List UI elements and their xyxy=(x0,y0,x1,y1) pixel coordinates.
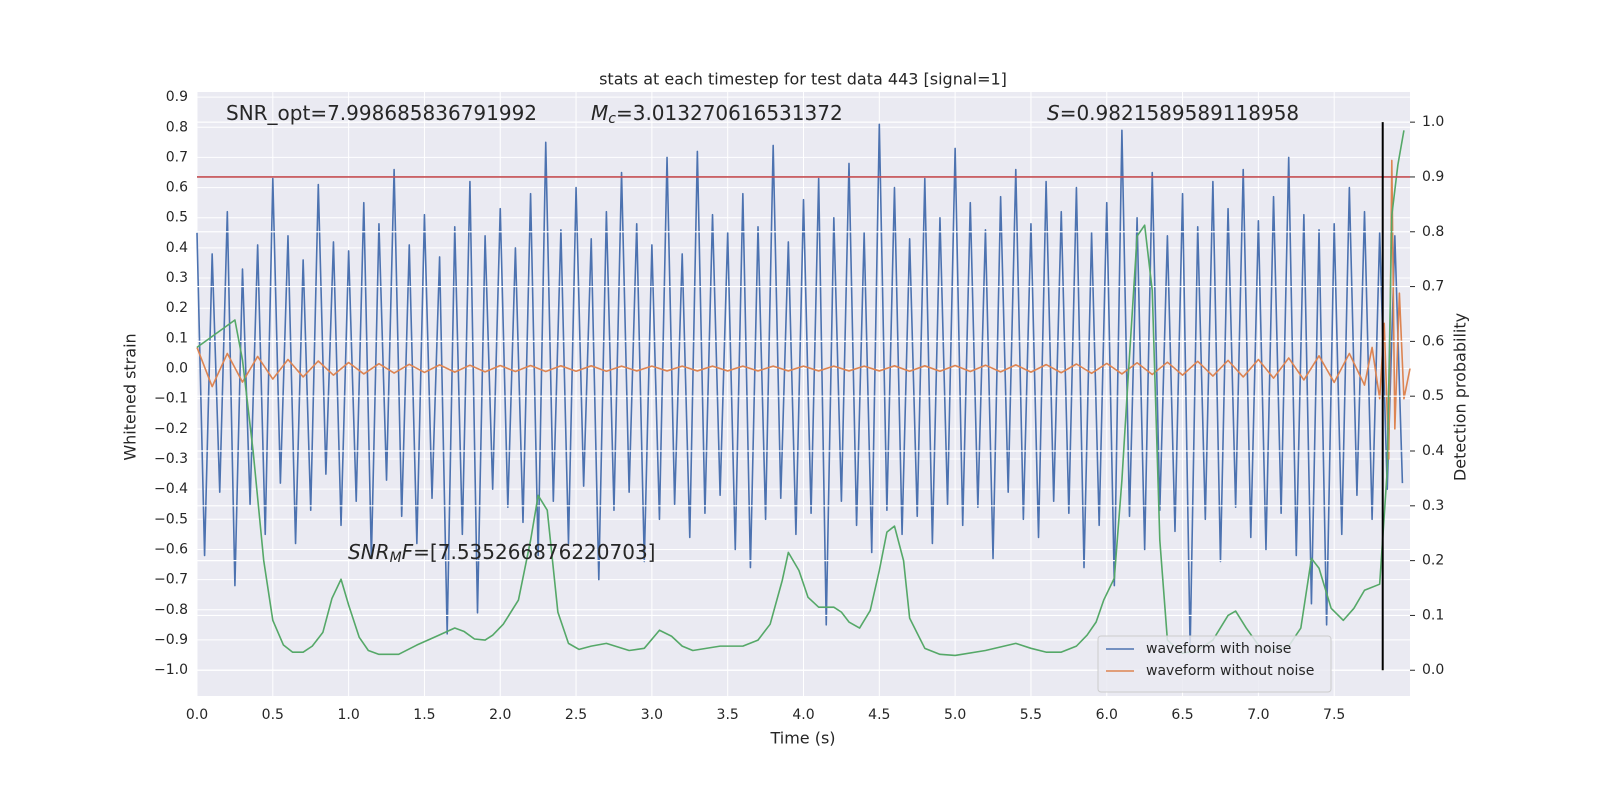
annotation-subscript: M xyxy=(390,550,402,566)
x-tick-label: 7.0 xyxy=(1247,707,1269,723)
x-tick-label: 2.0 xyxy=(489,707,511,723)
y2-tick-label: 0.0 xyxy=(1422,662,1444,678)
annotation: Mc=3.013270616531372 xyxy=(591,101,843,128)
annotation-symbol: SNR xyxy=(348,540,390,564)
y-tick-label: −1.0 xyxy=(154,662,188,678)
x-tick-label: 1.0 xyxy=(337,707,359,723)
x-tick-label: 0.5 xyxy=(262,707,284,723)
x-tick-label: 1.5 xyxy=(413,707,435,723)
y-tick-label: 0.7 xyxy=(166,149,188,165)
x-tick-label: 3.5 xyxy=(717,707,739,723)
y2-tick-label: 1.0 xyxy=(1422,114,1444,130)
x-tick-label: 4.0 xyxy=(792,707,814,723)
y-tick-label: 0.6 xyxy=(166,180,188,196)
annotation: SNRMF=[7.535266876220703] xyxy=(348,540,656,567)
y-tick-label: −0.2 xyxy=(154,421,188,437)
x-tick-label: 2.5 xyxy=(565,707,587,723)
y-tick-label: 0.2 xyxy=(166,300,188,316)
annotation-subscript: c xyxy=(608,111,616,127)
y-tick-label: 0.3 xyxy=(166,270,188,286)
y-tick-label: −0.3 xyxy=(154,451,188,467)
y2-tick-label: 0.2 xyxy=(1422,553,1444,569)
y-tick-label: 0.5 xyxy=(166,210,188,226)
series-line xyxy=(196,130,1405,657)
legend-box xyxy=(1097,635,1332,693)
y-tick-label: −0.4 xyxy=(154,481,188,497)
y-tick-label: 0.1 xyxy=(166,330,188,346)
y-tick-label: −0.8 xyxy=(154,602,188,618)
y2-axis-label: Detection probability xyxy=(1451,313,1470,481)
y2-tick-label: 0.6 xyxy=(1422,333,1444,349)
y-tick-label: 0.4 xyxy=(166,240,188,256)
y2-tick-label: 0.7 xyxy=(1422,279,1444,295)
annotation-text: =[7.535266876220703] xyxy=(413,540,655,564)
x-tick-label: 7.5 xyxy=(1323,707,1345,723)
y-tick-label: −0.1 xyxy=(154,391,188,407)
y-axis-label: Whitened strain xyxy=(121,333,140,460)
legend-label: waveform with noise xyxy=(1146,641,1291,657)
annotation-text: =3.013270616531372 xyxy=(616,101,843,125)
y2-tick-label: 0.9 xyxy=(1422,169,1444,185)
y-tick-label: 0.8 xyxy=(166,119,188,135)
x-tick-label: 5.5 xyxy=(1020,707,1042,723)
chart-title: stats at each timestep for test data 443… xyxy=(599,70,1007,89)
x-tick-label: 6.0 xyxy=(1096,707,1118,723)
y2-tick-label: 0.1 xyxy=(1422,607,1444,623)
x-tick-label: 3.0 xyxy=(641,707,663,723)
annotation-text: SNR_opt=7.998685836791992 xyxy=(226,101,537,125)
legend-label: waveform without noise xyxy=(1146,663,1314,679)
y2-tick-label: 0.5 xyxy=(1422,388,1444,404)
y2-tick-label: 0.3 xyxy=(1422,498,1444,514)
annotation-symbol: M xyxy=(591,101,608,125)
annotation-symbol: S xyxy=(1047,101,1060,125)
annotation: SNR_opt=7.998685836791992 xyxy=(226,101,537,125)
x-tick-label: 4.5 xyxy=(868,707,890,723)
x-tick-label: 6.5 xyxy=(1171,707,1193,723)
annotation-text: =0.9821589589118958 xyxy=(1060,101,1299,125)
y-tick-label: 0.9 xyxy=(166,89,188,105)
y-tick-label: −0.9 xyxy=(154,632,188,648)
y2-tick-label: 0.8 xyxy=(1422,224,1444,240)
annotation: S=0.9821589589118958 xyxy=(1047,101,1299,125)
x-axis-label: Time (s) xyxy=(769,729,835,748)
y-tick-label: −0.7 xyxy=(154,572,188,588)
annotation-suffix: F xyxy=(402,540,414,564)
y-tick-label: 0.0 xyxy=(166,361,188,377)
y2-tick-label: 0.4 xyxy=(1422,443,1444,459)
y-tick-label: −0.5 xyxy=(154,511,188,527)
x-tick-label: 0.0 xyxy=(186,707,208,723)
x-tick-label: 5.0 xyxy=(944,707,966,723)
series-line xyxy=(196,159,1411,460)
y-tick-label: −0.6 xyxy=(154,541,188,557)
